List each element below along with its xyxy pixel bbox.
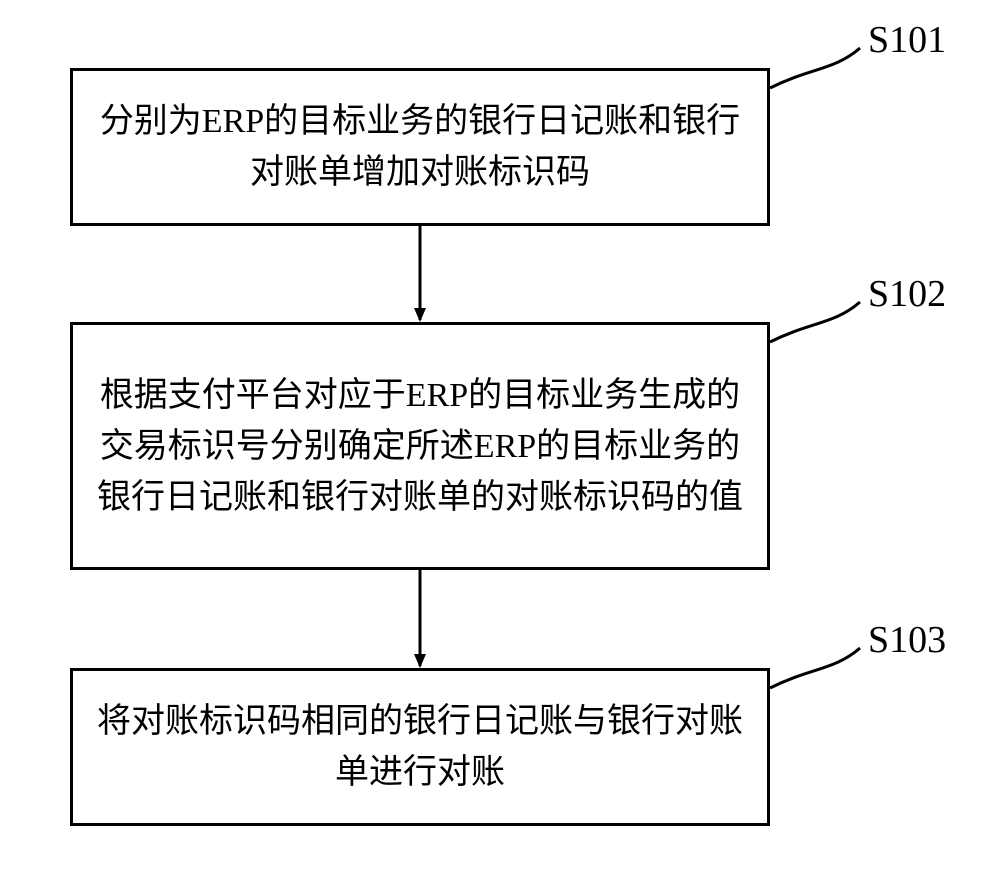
leader-curve-s103 bbox=[770, 648, 860, 688]
flow-node-s101: 分别为ERP的目标业务的银行日记账和银行对账单增加对账标识码 bbox=[70, 68, 770, 226]
flow-node-text: 分别为ERP的目标业务的银行日记账和银行对账单增加对账标识码 bbox=[97, 96, 743, 198]
flow-node-s103: 将对账标识码相同的银行日记账与银行对账单进行对账 bbox=[70, 668, 770, 826]
step-label-s102: S102 bbox=[868, 272, 946, 316]
leader-curve-s102 bbox=[770, 302, 860, 342]
flowchart-canvas: 分别为ERP的目标业务的银行日记账和银行对账单增加对账标识码 根据支付平台对应于… bbox=[0, 0, 1000, 886]
flow-node-text: 根据支付平台对应于ERP的目标业务生成的交易标识号分别确定所述ERP的目标业务的… bbox=[97, 370, 743, 523]
flow-node-text: 将对账标识码相同的银行日记账与银行对账单进行对账 bbox=[97, 696, 743, 798]
step-label-s101: S101 bbox=[868, 18, 946, 62]
step-label-s103: S103 bbox=[868, 618, 946, 662]
leader-curve-s101 bbox=[770, 48, 860, 88]
flow-node-s102: 根据支付平台对应于ERP的目标业务生成的交易标识号分别确定所述ERP的目标业务的… bbox=[70, 322, 770, 570]
